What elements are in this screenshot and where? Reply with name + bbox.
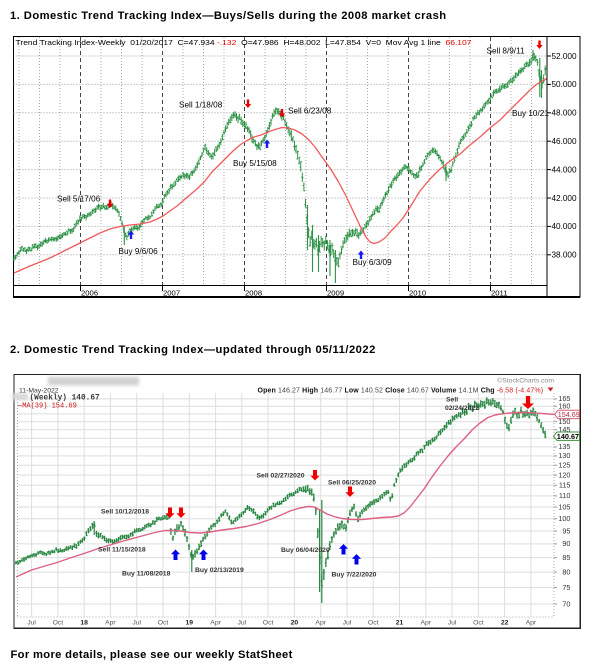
svg-text:Oct: Oct bbox=[473, 620, 484, 627]
svg-text:48.000: 48.000 bbox=[552, 109, 577, 118]
svg-text:120: 120 bbox=[558, 470, 570, 479]
svg-text:(Weekly) 140.67: (Weekly) 140.67 bbox=[30, 395, 101, 403]
svg-text:110: 110 bbox=[559, 491, 571, 500]
svg-text:Apr: Apr bbox=[210, 620, 221, 627]
svg-text:Sell 11/15/2018: Sell 11/15/2018 bbox=[98, 547, 146, 554]
svg-text:145: 145 bbox=[558, 425, 570, 434]
svg-text:Oct: Oct bbox=[263, 620, 274, 627]
svg-text:Oct: Oct bbox=[53, 620, 64, 627]
svg-text:Apr: Apr bbox=[105, 620, 116, 627]
svg-text:Trend Tracking Index-Weekly 0: Trend Tracking Index-Weekly 01/20/2017 C… bbox=[16, 38, 472, 47]
svg-text:115: 115 bbox=[559, 481, 571, 490]
svg-text:20: 20 bbox=[291, 620, 299, 627]
svg-text:Sell 1/18/08: Sell 1/18/08 bbox=[179, 101, 223, 110]
svg-text:125: 125 bbox=[558, 461, 570, 470]
svg-text:40.000: 40.000 bbox=[552, 222, 577, 231]
svg-text:105: 105 bbox=[558, 502, 570, 511]
svg-text:2010: 2010 bbox=[409, 289, 426, 298]
svg-text:—MA(39) 154.69: —MA(39) 154.69 bbox=[17, 403, 77, 411]
svg-text:Jul: Jul bbox=[27, 620, 36, 627]
svg-text:Sell 06/25/2020: Sell 06/25/2020 bbox=[328, 480, 376, 487]
svg-text:165: 165 bbox=[558, 394, 570, 403]
svg-text:19: 19 bbox=[186, 620, 194, 627]
svg-text:Buy 06/04/2020: Buy 06/04/2020 bbox=[281, 547, 330, 554]
svg-text:160: 160 bbox=[558, 402, 570, 411]
svg-text:1. Domestic Trend Tracking Ind: 1. Domestic Trend Tracking Index—Buys/Se… bbox=[10, 10, 447, 22]
svg-text:150: 150 bbox=[558, 417, 570, 426]
svg-text:95: 95 bbox=[562, 526, 570, 535]
svg-text:Buy 5/15/08: Buy 5/15/08 bbox=[233, 159, 277, 168]
svg-text:154.69: 154.69 bbox=[558, 410, 580, 419]
svg-text:11-May-2022: 11-May-2022 bbox=[19, 388, 59, 395]
svg-text:Jul: Jul bbox=[343, 620, 352, 627]
svg-text:140.67: 140.67 bbox=[557, 432, 579, 441]
svg-text:02/24/2022: 02/24/2022 bbox=[445, 405, 479, 412]
svg-text:Jul: Jul bbox=[237, 620, 246, 627]
svg-text:Buy 7/22/2020: Buy 7/22/2020 bbox=[332, 572, 377, 579]
svg-text:38.000: 38.000 bbox=[552, 251, 577, 260]
svg-text:135: 135 bbox=[558, 442, 570, 451]
svg-text:Sell 5/17/06: Sell 5/17/06 bbox=[57, 195, 101, 204]
svg-text:44.000: 44.000 bbox=[552, 165, 577, 174]
svg-text:Sell 8/9/11: Sell 8/9/11 bbox=[487, 47, 526, 56]
svg-text:18: 18 bbox=[80, 620, 88, 627]
svg-text:85: 85 bbox=[562, 553, 570, 562]
svg-text:2011: 2011 bbox=[491, 289, 508, 298]
svg-text:Apr: Apr bbox=[315, 620, 326, 627]
svg-text:2007: 2007 bbox=[163, 289, 180, 298]
svg-text:90: 90 bbox=[562, 539, 570, 548]
svg-text:Jul: Jul bbox=[448, 620, 457, 627]
svg-text:52.000: 52.000 bbox=[552, 52, 577, 61]
svg-text:75: 75 bbox=[562, 583, 570, 592]
svg-text:Jul: Jul bbox=[132, 620, 141, 627]
svg-text:Sell 6/23/08: Sell 6/23/08 bbox=[288, 107, 332, 116]
svg-text:Buy 6/3/09: Buy 6/3/09 bbox=[353, 258, 393, 267]
svg-text:22: 22 bbox=[501, 620, 509, 627]
svg-text:2. Domestic Trend Tracking Ind: 2. Domestic Trend Tracking Index—updated… bbox=[10, 344, 376, 356]
svg-text:Buy 02/13/2019: Buy 02/13/2019 bbox=[195, 567, 244, 574]
svg-text:2006: 2006 bbox=[81, 289, 98, 298]
svg-text:2009: 2009 bbox=[327, 289, 344, 298]
svg-text:100: 100 bbox=[558, 514, 570, 523]
svg-text:42.000: 42.000 bbox=[552, 194, 577, 203]
svg-text:Sell 10/12/2018: Sell 10/12/2018 bbox=[101, 509, 149, 516]
svg-text:50.000: 50.000 bbox=[552, 80, 577, 89]
svg-text:70: 70 bbox=[562, 599, 570, 608]
svg-text:Buy 11/08/2018: Buy 11/08/2018 bbox=[122, 571, 171, 578]
svg-text:©StockCharts.com: ©StockCharts.com bbox=[497, 377, 554, 385]
svg-text:Open 146.27 High 146.77 Low 14: Open 146.27 High 146.77 Low 140.52 Close… bbox=[258, 388, 544, 395]
svg-text:Sell 02/27/2020: Sell 02/27/2020 bbox=[257, 473, 305, 480]
svg-text:46.000: 46.000 bbox=[552, 137, 577, 146]
svg-text:80: 80 bbox=[562, 567, 570, 576]
svg-text:Apr: Apr bbox=[421, 620, 432, 627]
svg-text:Sell: Sell bbox=[446, 397, 458, 404]
svg-text:For more details, please see o: For more details, please see our weekly … bbox=[11, 649, 293, 661]
svg-text:2008: 2008 bbox=[245, 289, 262, 298]
svg-text:21: 21 bbox=[396, 620, 404, 627]
svg-text:130: 130 bbox=[558, 451, 570, 460]
svg-text:Apr: Apr bbox=[526, 620, 537, 627]
svg-text:Oct: Oct bbox=[158, 620, 169, 627]
svg-text:Oct: Oct bbox=[368, 620, 379, 627]
svg-text:Buy 10/21: Buy 10/21 bbox=[512, 109, 549, 118]
svg-text:Buy 9/6/06: Buy 9/6/06 bbox=[119, 247, 159, 256]
